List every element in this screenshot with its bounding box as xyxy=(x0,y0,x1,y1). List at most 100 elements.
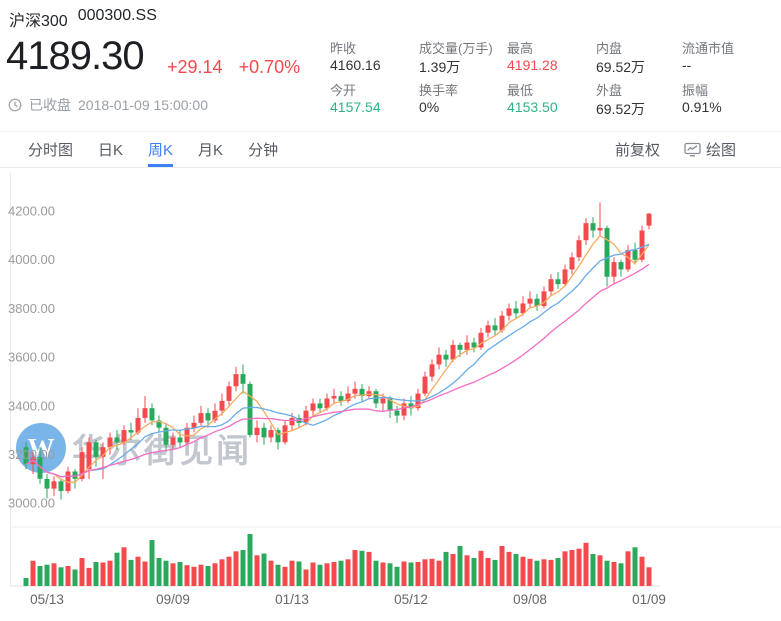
volume-bar xyxy=(191,566,197,586)
volume-bar xyxy=(415,562,421,586)
tab-monthly-k[interactable]: 月K xyxy=(198,142,224,159)
candle-body xyxy=(121,430,127,443)
candle-body xyxy=(478,332,484,348)
volume-bar xyxy=(177,562,183,586)
tab-weekly-k[interactable]: 周K xyxy=(148,132,174,167)
volume-bar xyxy=(72,569,78,586)
candle-body xyxy=(485,325,491,333)
draw-button[interactable]: 绘图 xyxy=(684,139,736,160)
volume-bar xyxy=(422,559,428,586)
candle-wick xyxy=(74,469,76,489)
chart-tools: 前复权 绘图 xyxy=(615,131,736,167)
candle-body xyxy=(107,437,113,448)
volume-bar xyxy=(93,562,99,586)
candle-body xyxy=(625,250,631,270)
candle-body xyxy=(373,391,379,404)
candle-body xyxy=(142,408,148,418)
stat-open-value: 4157.54 xyxy=(330,99,381,115)
y-axis-label: 3200.00 xyxy=(8,447,55,462)
volume-bar xyxy=(520,556,526,586)
tab-timeline[interactable]: 分时图 xyxy=(28,142,74,159)
candle-body xyxy=(317,403,323,409)
volume-bar xyxy=(555,558,561,586)
candle-body xyxy=(611,262,617,277)
volume-bar xyxy=(240,550,246,586)
candle-body xyxy=(345,393,351,401)
candle-body xyxy=(436,354,442,365)
candle-wick xyxy=(599,202,601,236)
volume-bar xyxy=(303,569,309,586)
candle-body xyxy=(268,430,274,438)
candle-body xyxy=(261,427,267,438)
volume-bar xyxy=(366,551,372,586)
market-status-row: 已收盘 2018-01-09 15:00:00 xyxy=(8,95,208,115)
candle-body xyxy=(303,410,309,423)
volume-bar xyxy=(380,562,386,586)
volume-bar xyxy=(107,560,113,586)
candle-body xyxy=(233,374,239,387)
volume-bar xyxy=(513,554,519,586)
volume-bar xyxy=(205,566,211,586)
candle-body xyxy=(170,437,176,445)
candle-body xyxy=(198,413,204,423)
adjust-mode-button[interactable]: 前复权 xyxy=(614,141,660,159)
candle-body xyxy=(534,298,540,306)
volume-bar xyxy=(51,563,57,586)
volume-bar xyxy=(394,566,400,586)
candle-body xyxy=(65,471,71,491)
volume-bar xyxy=(121,547,127,586)
stat-low-label: 最低 xyxy=(507,83,534,98)
tab-daily-k[interactable]: 日K xyxy=(98,142,124,159)
candle-body xyxy=(464,342,470,350)
volume-bar xyxy=(156,558,162,586)
candle-body xyxy=(240,374,246,384)
stat-outer-volume-value: 69.52万 xyxy=(596,101,646,117)
candle-body xyxy=(79,452,85,479)
candle-body xyxy=(191,422,197,428)
volume-bar xyxy=(583,542,589,586)
volume-bar xyxy=(219,559,225,586)
volume-bar xyxy=(275,564,281,586)
volume-bar xyxy=(268,560,274,586)
candle-body xyxy=(156,420,162,428)
candle-body xyxy=(394,410,400,416)
y-axis-label: 3400.00 xyxy=(8,398,55,413)
candle-wick xyxy=(102,442,104,479)
candle-body xyxy=(408,403,414,409)
candle-body xyxy=(177,437,183,443)
volume-bar xyxy=(401,561,407,586)
volume-bar xyxy=(324,563,330,586)
x-axis-label: 09/08 xyxy=(513,592,547,607)
volume-bar xyxy=(611,562,617,586)
stat-outer-volume-label: 外盘 xyxy=(596,83,623,98)
candle-body xyxy=(163,427,169,445)
candle-body xyxy=(506,308,512,316)
candle-body xyxy=(618,262,624,270)
x-axis-label: 01/09 xyxy=(632,592,666,607)
volume-bar xyxy=(247,534,253,586)
volume-bar xyxy=(464,555,470,586)
volume-bar xyxy=(429,558,435,586)
volume-bar xyxy=(37,566,43,586)
volume-bar xyxy=(65,566,71,586)
volume-bar xyxy=(478,550,484,586)
ma20-line xyxy=(25,263,650,478)
volume-bar xyxy=(352,550,358,586)
candle-body xyxy=(114,437,120,443)
stat-market-cap-value: -- xyxy=(682,57,692,73)
volume-bar xyxy=(296,561,302,586)
candle-body xyxy=(562,269,568,284)
tab-minute[interactable]: 分钟 xyxy=(248,142,279,159)
volume-bar xyxy=(198,564,204,586)
candle-body xyxy=(443,354,449,360)
volume-bar xyxy=(408,562,414,586)
price-change-percent: +0.70% xyxy=(238,57,301,77)
candle-body xyxy=(527,298,533,304)
x-axis-label: 05/12 xyxy=(394,592,428,607)
kline-chart[interactable]: 4200.00 4000.00 3800.00 3600.00 3400.00 3200.… xyxy=(0,172,781,621)
volume-bar xyxy=(331,562,337,586)
stat-low-value: 4153.50 xyxy=(507,99,558,115)
volume-bar xyxy=(639,556,645,586)
candle-body xyxy=(331,396,337,399)
candle-body xyxy=(86,442,92,470)
